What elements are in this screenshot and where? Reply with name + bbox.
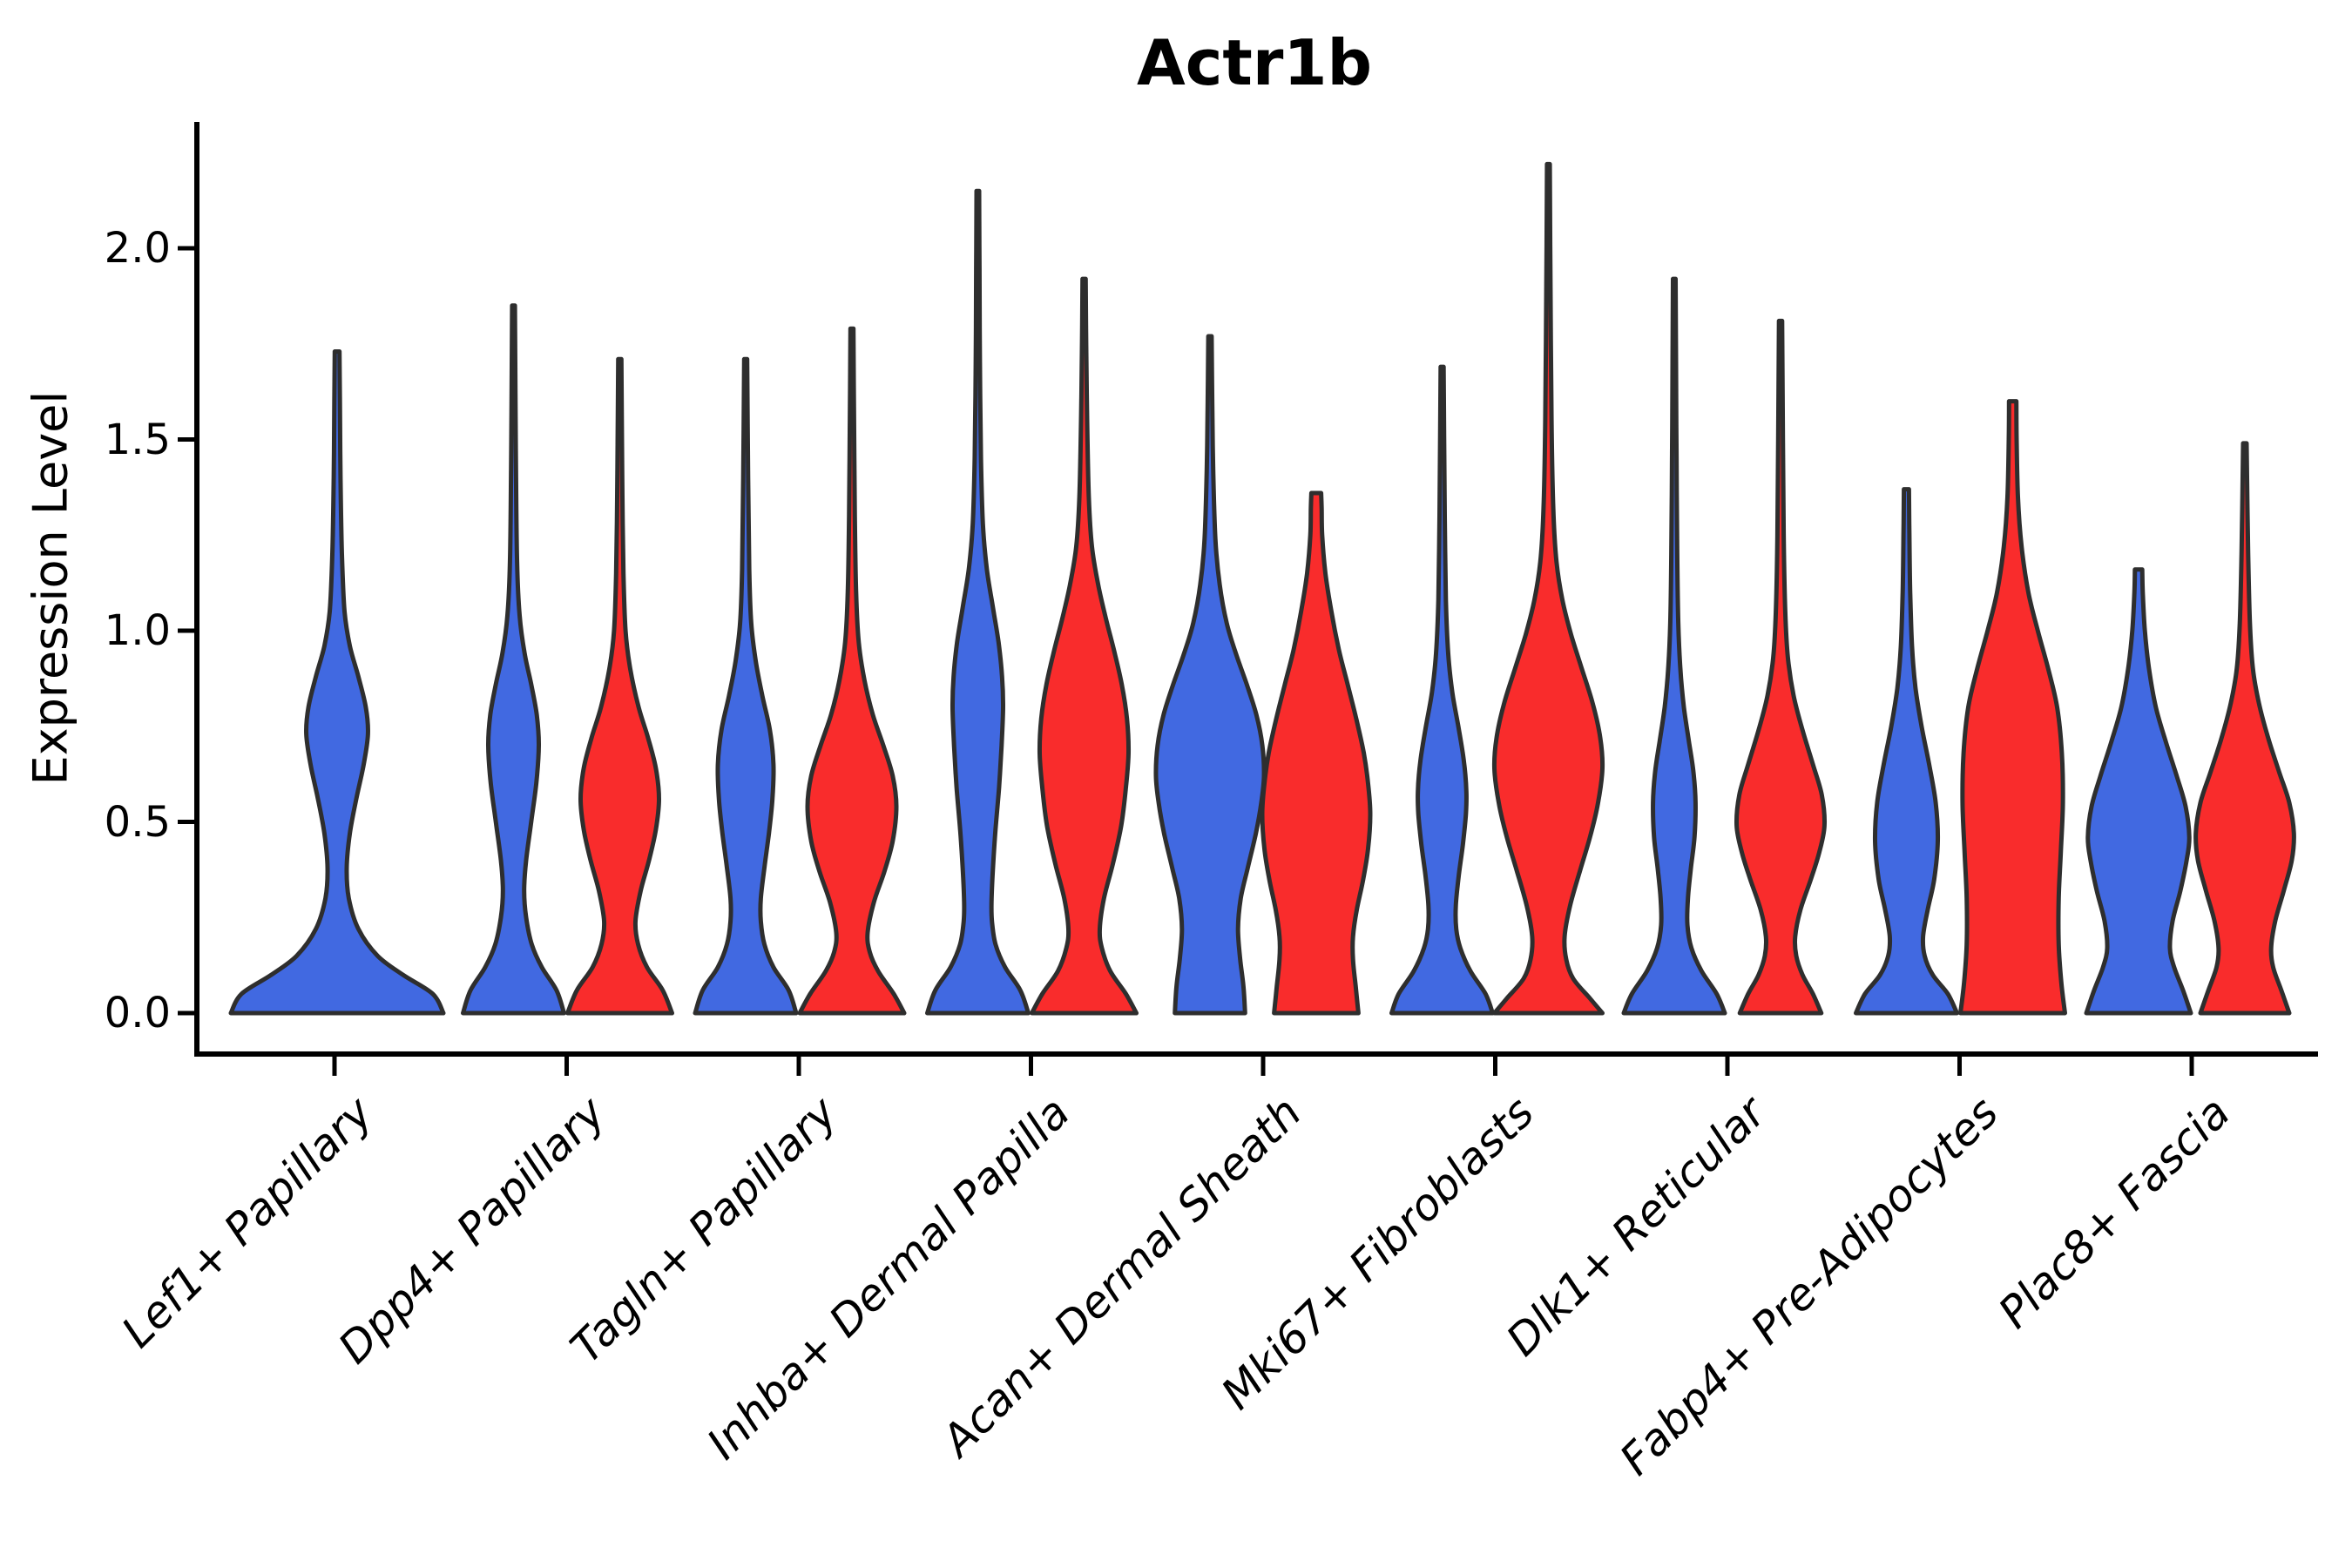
violin-6-red	[1734, 318, 1828, 1016]
violin-3-blue	[925, 188, 1031, 1016]
y-tick-label: 2.0	[104, 224, 171, 273]
y-tick-label: 0.0	[104, 989, 171, 1037]
violin-4-blue	[1153, 334, 1267, 1016]
violin-6-blue	[1621, 276, 1727, 1016]
violin-3-red	[1030, 276, 1139, 1016]
violin-2-blue	[693, 356, 799, 1016]
violin-1-blue	[461, 303, 566, 1016]
violin-7-blue	[1854, 487, 1959, 1016]
violin-7-red	[1958, 399, 2067, 1016]
violin-8-red	[2193, 441, 2296, 1016]
violin-1-red	[565, 356, 674, 1016]
violin-0-blue	[228, 349, 446, 1016]
violin-5-red	[1491, 161, 1605, 1016]
violin-5-blue	[1389, 364, 1495, 1016]
chart-title: Actr1b	[1137, 26, 1372, 99]
y-tick-label: 1.5	[104, 415, 171, 464]
y-tick-label: 1.0	[104, 606, 171, 655]
violin-4-red	[1260, 490, 1373, 1016]
y-tick-label: 0.5	[104, 797, 171, 847]
violin-8-blue	[2084, 567, 2193, 1016]
violin-2-red	[797, 326, 907, 1016]
